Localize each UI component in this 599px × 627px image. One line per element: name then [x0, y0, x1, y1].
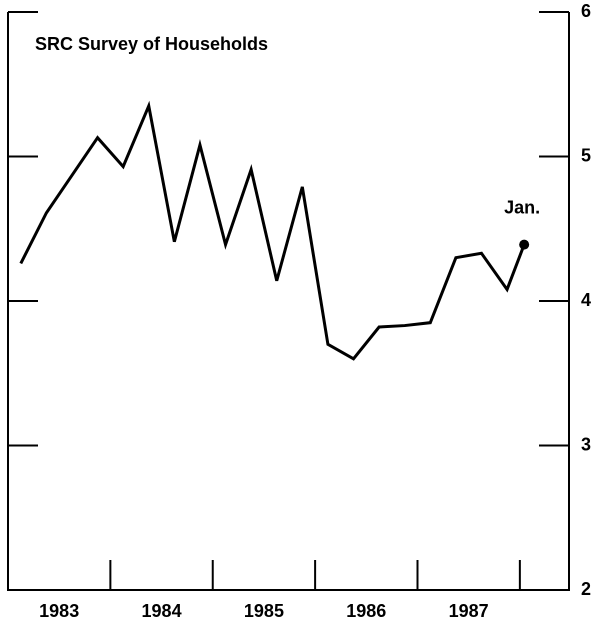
- end-point: [519, 239, 530, 250]
- annotation: Jan.: [504, 197, 540, 217]
- y-tick-label: 5: [581, 145, 591, 165]
- y-tick-label: 3: [581, 434, 591, 454]
- x-tick-label: 1984: [142, 601, 182, 621]
- y-tick-label: 2: [581, 579, 591, 599]
- data-line: [19, 100, 526, 361]
- y-tick-label: 4: [581, 290, 591, 310]
- y-tick-label: 6: [581, 1, 591, 21]
- chart-title: SRC Survey of Households: [35, 34, 268, 54]
- x-tick-label: 1985: [244, 601, 284, 621]
- axis-frame: [7, 12, 570, 591]
- x-tick-label: 1983: [39, 601, 79, 621]
- x-tick-label: 1987: [449, 601, 489, 621]
- x-tick-label: 1986: [346, 601, 386, 621]
